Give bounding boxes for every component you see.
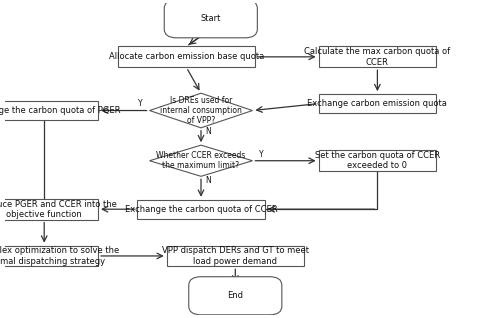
Text: N: N (205, 127, 210, 136)
Bar (318, 46, 436, 67)
Bar (118, 46, 255, 67)
Bar (138, 200, 264, 219)
Polygon shape (150, 145, 252, 176)
FancyBboxPatch shape (164, 0, 258, 38)
FancyBboxPatch shape (188, 277, 282, 315)
Bar (166, 245, 304, 266)
Bar (318, 150, 436, 171)
Text: Introduce PGER and CCER into the
objective function: Introduce PGER and CCER into the objecti… (0, 199, 116, 219)
Text: Use Cplex optimization to solve the
optimal dispatching strategy: Use Cplex optimization to solve the opti… (0, 246, 119, 266)
Text: Exchange the carbon quota of CCER: Exchange the carbon quota of CCER (124, 205, 278, 214)
Text: Set the carbon quota of CCER
exceeded to 0: Set the carbon quota of CCER exceeded to… (315, 151, 440, 170)
Bar (0, 245, 98, 266)
Text: Allocate carbon emission base quota: Allocate carbon emission base quota (108, 52, 264, 61)
Text: End: End (228, 291, 244, 300)
Bar (318, 94, 436, 113)
Text: Start: Start (200, 14, 221, 23)
Text: Calculate the max carbon quota of
CCER: Calculate the max carbon quota of CCER (304, 47, 450, 66)
Bar (0, 199, 98, 220)
Text: Y: Y (138, 99, 143, 108)
Text: Exchange carbon emission quota: Exchange carbon emission quota (308, 99, 448, 108)
Text: Y: Y (259, 149, 264, 159)
Polygon shape (150, 93, 252, 128)
Bar (0, 101, 98, 120)
Text: Is DREs used for
internal consumption
of VPP?: Is DREs used for internal consumption of… (160, 96, 242, 125)
Text: Exchange the carbon quota of PGER: Exchange the carbon quota of PGER (0, 106, 120, 115)
Text: VPP dispatch DERs and GT to meet
load power demand: VPP dispatch DERs and GT to meet load po… (162, 246, 309, 266)
Text: N: N (205, 176, 210, 184)
Text: Whether CCER exceeds
the maximum limit?: Whether CCER exceeds the maximum limit? (156, 151, 246, 170)
